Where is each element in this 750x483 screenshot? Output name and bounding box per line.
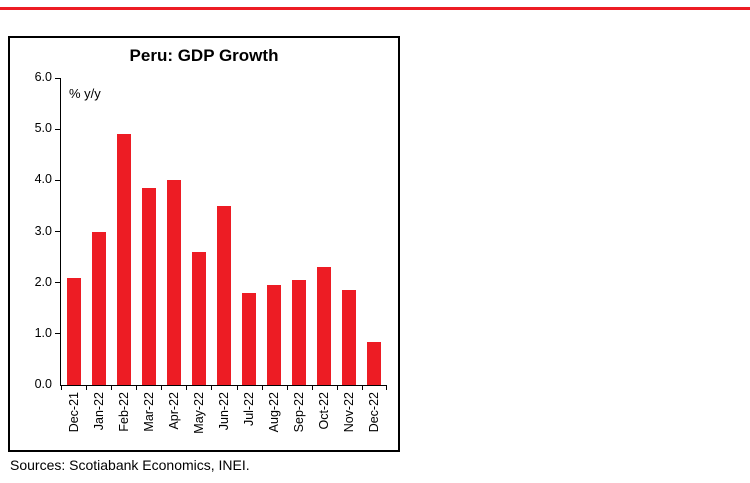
x-tick-label: Jun-22 xyxy=(216,392,231,431)
x-axis-tick xyxy=(386,385,387,390)
bar xyxy=(166,180,181,385)
x-tick-label: Apr-22 xyxy=(166,392,181,430)
x-axis-tick xyxy=(136,385,138,390)
x-tick-label: Mar-22 xyxy=(141,392,156,432)
x-tick-label: Nov-22 xyxy=(342,392,357,433)
x-tick-label: Dec-21 xyxy=(66,392,81,433)
bar xyxy=(191,251,206,385)
x-axis-tick xyxy=(161,385,163,390)
chart-frame: Peru: GDP Growth % y/y 0.0 1.0 2.0 3.0 4.0 5.… xyxy=(8,36,400,452)
x-axis-tick xyxy=(186,385,188,390)
y-axis-tick xyxy=(55,179,61,181)
bar xyxy=(292,280,307,385)
bar xyxy=(317,267,332,385)
y-tick-label: 3.0 xyxy=(34,223,52,238)
y-tick-label: 2.0 xyxy=(34,274,52,289)
x-tick-label: Feb-22 xyxy=(116,392,131,432)
y-axis-unit-label: % y/y xyxy=(69,86,101,101)
y-axis-tick xyxy=(55,282,61,284)
y-tick-label: 5.0 xyxy=(34,121,52,136)
y-tick-label: 0.0 xyxy=(34,377,52,391)
bar xyxy=(367,341,382,385)
y-tick-label: 1.0 xyxy=(34,325,52,340)
y-axis-tick xyxy=(55,77,61,79)
x-axis-tick xyxy=(111,385,113,390)
x-axis-tick xyxy=(211,385,213,390)
x-tick-label: Jan-22 xyxy=(91,392,106,431)
x-axis-tick xyxy=(286,385,288,390)
y-axis-tick xyxy=(55,231,61,232)
bar xyxy=(342,290,357,385)
x-tick-label: Jul-22 xyxy=(242,392,257,427)
x-axis-tick xyxy=(236,385,238,390)
x-tick-label: Sep-22 xyxy=(292,392,307,433)
chart-title: Peru: GDP Growth xyxy=(129,46,279,65)
y-axis-tick xyxy=(55,128,61,130)
x-axis-tick xyxy=(336,385,338,390)
x-tick-label: Dec-22 xyxy=(367,392,382,433)
x-axis-tick xyxy=(361,385,363,390)
x-axis-tick xyxy=(311,385,313,390)
bar xyxy=(217,205,231,385)
top-rule-divider xyxy=(0,7,750,10)
plot-area: % y/y 0.0 1.0 2.0 3.0 4.0 5.0 6.0 Dec-21 Jan-22 F… xyxy=(35,70,387,434)
bar xyxy=(267,285,282,385)
bar xyxy=(116,134,131,385)
x-axis-tick xyxy=(261,385,263,390)
x-axis-tick xyxy=(61,385,62,390)
bar xyxy=(242,292,257,385)
y-axis-tick xyxy=(55,333,61,335)
bar xyxy=(66,277,81,385)
bar xyxy=(91,231,106,385)
x-tick-label: Aug-22 xyxy=(267,392,282,433)
y-tick-label: 6.0 xyxy=(34,70,52,84)
y-tick-label: 4.0 xyxy=(34,172,52,187)
sources-note: Sources: Scotiabank Economics, INEI. xyxy=(10,457,250,473)
x-tick-label: May-22 xyxy=(191,392,206,434)
bar xyxy=(141,188,156,385)
x-tick-label: Oct-22 xyxy=(317,392,332,430)
x-axis-tick xyxy=(86,385,88,390)
